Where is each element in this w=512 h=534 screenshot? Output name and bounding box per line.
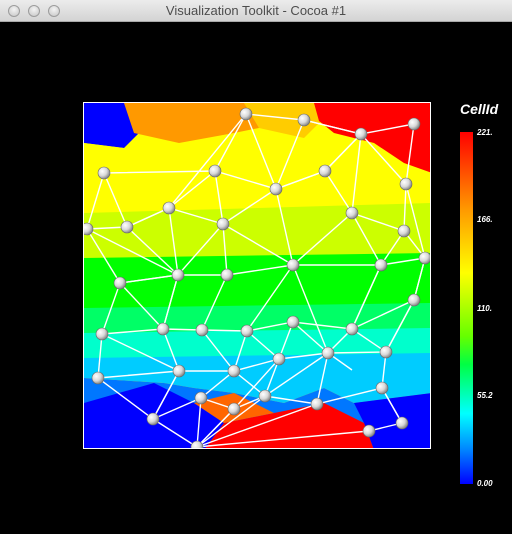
legend-tick-110: 110. bbox=[477, 304, 492, 313]
mesh-canvas bbox=[84, 103, 430, 448]
color-bar bbox=[460, 132, 473, 484]
title-bar: Visualization Toolkit - Cocoa #1 bbox=[0, 0, 512, 22]
mesh-plot[interactable] bbox=[83, 102, 431, 449]
mesh-points bbox=[84, 107, 430, 448]
close-window-button[interactable] bbox=[8, 5, 20, 17]
legend-tick-max: 221. bbox=[477, 128, 493, 137]
legend-tick-55: 55.2 bbox=[477, 391, 493, 400]
window-title: Visualization Toolkit - Cocoa #1 bbox=[165, 3, 347, 18]
legend-tick-min: 0.00 bbox=[477, 479, 493, 488]
legend-title: CellId bbox=[460, 101, 499, 117]
minimize-window-button[interactable] bbox=[28, 5, 40, 17]
legend-tick-166: 166. bbox=[477, 215, 493, 224]
zoom-window-button[interactable] bbox=[48, 5, 60, 17]
